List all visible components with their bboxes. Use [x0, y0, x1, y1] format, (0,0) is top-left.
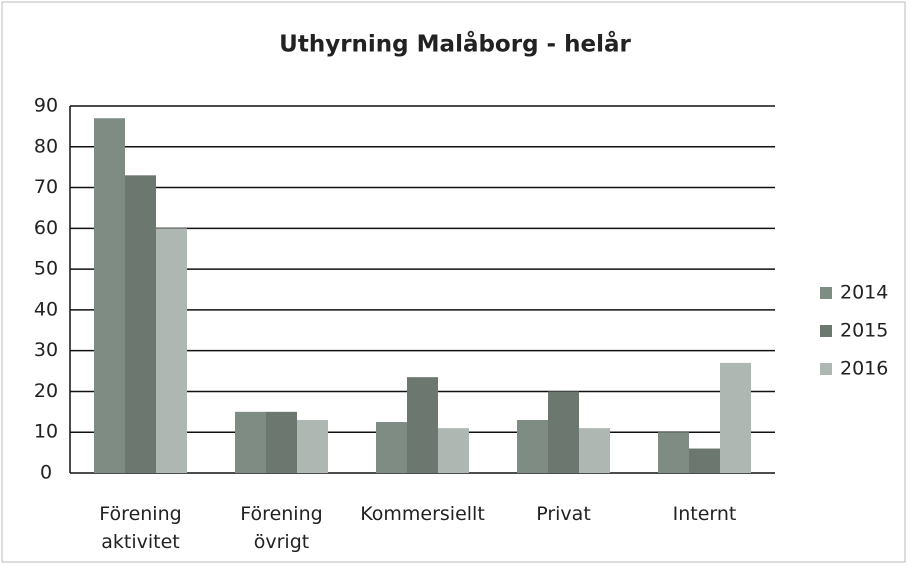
legend-label: 2015 [840, 320, 888, 342]
y-tick-label: 70 [34, 176, 58, 198]
bar [579, 428, 610, 473]
bar [297, 419, 328, 473]
x-tick-label: Privat [536, 503, 591, 525]
y-tick-label: 30 [34, 339, 58, 361]
x-tick-label: Internt [672, 503, 737, 525]
bar [720, 362, 751, 473]
y-tick-label: 40 [34, 298, 58, 320]
y-tick-label: 10 [34, 421, 58, 443]
y-tick-label: 50 [34, 258, 58, 280]
legend-label: 2014 [840, 282, 888, 304]
legend-swatch [820, 287, 832, 299]
x-tick-label: Förening aktivitet [99, 503, 182, 553]
legend-swatch [820, 363, 832, 375]
bar [689, 448, 720, 473]
bar [658, 432, 689, 473]
y-tick-label: 20 [34, 380, 58, 402]
y-tick-label: 0 [40, 462, 52, 484]
bar [94, 118, 125, 473]
bar [376, 422, 407, 473]
bar [156, 228, 187, 473]
chart-title: Uthyrning Malåborg - helår [279, 31, 631, 58]
bar [407, 377, 438, 473]
bar [235, 411, 266, 473]
y-tick-label: 90 [34, 95, 58, 117]
y-tick-label: 80 [34, 135, 58, 157]
bar [517, 419, 548, 473]
x-tick-label: Kommersiellt [360, 503, 485, 525]
y-tick-label: 60 [34, 217, 58, 239]
bar [125, 175, 156, 474]
legend-label: 2016 [840, 358, 888, 380]
bar [548, 391, 579, 473]
legend-swatch [820, 325, 832, 337]
x-tick-label: Förening övrigt [240, 503, 323, 553]
bar [438, 428, 469, 473]
bar [266, 411, 297, 473]
